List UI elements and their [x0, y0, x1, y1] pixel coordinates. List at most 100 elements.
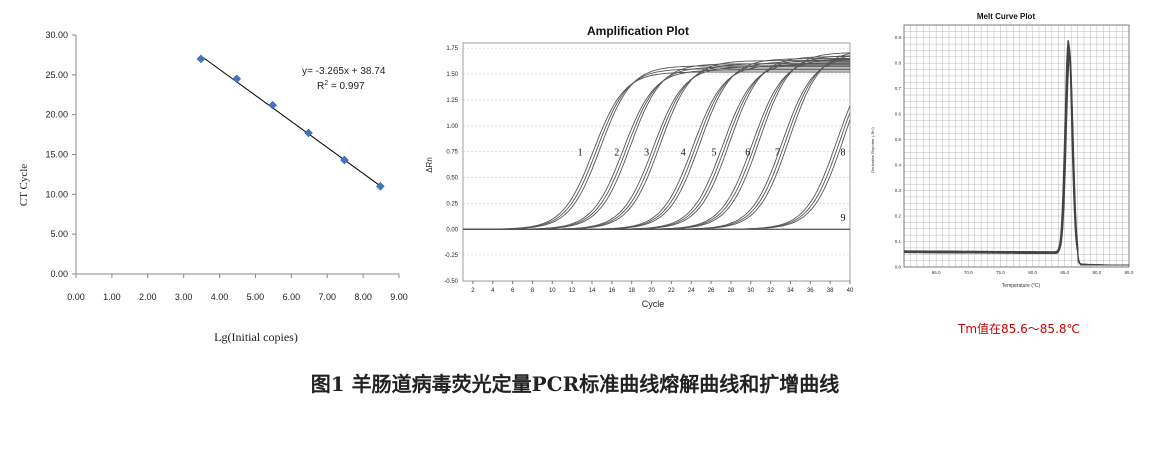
y-axis-label: ΔRn [425, 157, 434, 173]
curve-label: 8 [841, 148, 846, 159]
x-tick-label: 4 [491, 288, 495, 294]
data-point [268, 100, 278, 110]
y-tick-label: -0.25 [444, 253, 458, 259]
amplification-curve [463, 105, 851, 230]
amplification-curve [463, 52, 851, 230]
amplification-curve [463, 68, 850, 230]
x-axis-label: Temperature (°C) [1002, 283, 1041, 289]
x-axis-label: Lg(Initial copies) [214, 330, 298, 344]
tm-annotation: Tm值在85.6～85.8℃ [958, 322, 1080, 336]
y-tick-label: 1.75 [446, 46, 458, 52]
x-axis-label: Cycle [642, 299, 665, 309]
x-tick-label: 2.00 [139, 292, 157, 302]
data-point [304, 128, 313, 138]
y-axis-label: Derivative Reporter (-Rn') [870, 127, 875, 173]
plot-frame [462, 42, 851, 282]
y-tick-label: 1.25 [446, 98, 458, 104]
y-tick-label: 0.25 [446, 201, 458, 207]
melt-curve [904, 54, 1129, 266]
y-tick-label: 0.8 [895, 61, 902, 66]
x-tick-label: 10 [549, 288, 556, 294]
x-tick-label: 85.0 [1060, 270, 1069, 275]
amplification-curve [463, 66, 850, 230]
x-tick-label: 4.00 [211, 292, 229, 302]
y-tick-label: 15.00 [45, 150, 68, 160]
x-tick-label: 28 [728, 288, 735, 294]
x-tick-label: 65.0 [932, 270, 941, 275]
chart-title: Amplification Plot [587, 24, 689, 38]
y-tick-label: 0.0 [895, 265, 902, 270]
data-point [196, 54, 206, 64]
curve-label: 1 [578, 148, 583, 159]
y-tick-label: 0.4 [895, 163, 902, 168]
curve-label: 4 [681, 148, 686, 159]
y-tick-label: 0.00 [446, 227, 458, 233]
x-tick-label: 34 [787, 288, 794, 294]
x-tick-label: 8 [531, 288, 535, 294]
x-tick-label: 26 [708, 288, 715, 294]
x-tick-label: 6.00 [283, 292, 301, 302]
trendline [200, 55, 381, 187]
y-tick-label: 1.50 [446, 72, 458, 78]
x-tick-label: 80.0 [1028, 270, 1037, 275]
y-tick-label: 0.1 [895, 239, 902, 244]
x-tick-label: 2 [471, 288, 475, 294]
amplification-curve [463, 69, 850, 230]
x-tick-label: 95.0 [1125, 270, 1134, 275]
standard-curve-chart: 0.00 1.00 2.00 3.00 4.00 5.00 6.00 7.00 8.00 9.00… [18, 30, 408, 344]
y-tick-label: 0.9 [895, 35, 902, 40]
chart-title: Melt Curve Plot [977, 12, 1036, 21]
x-tick-label: 24 [688, 288, 695, 294]
y-tick-label: 0.7 [895, 86, 902, 91]
x-tick-label: 5.00 [247, 292, 265, 302]
y-tick-label: 10.00 [45, 189, 68, 199]
x-tick-label: 38 [827, 288, 834, 294]
data-point [375, 182, 385, 191]
y-tick-label: 0.2 [895, 214, 902, 219]
regression-equation: y= -3.265x + 38.74 [302, 66, 386, 77]
data-point [232, 74, 242, 84]
x-tick-label: 3.00 [175, 292, 193, 302]
amplification-curve [463, 119, 851, 230]
x-tick-label: 16 [609, 288, 616, 294]
x-tick-label: 9.00 [390, 292, 408, 302]
x-tick-label: 36 [807, 288, 814, 294]
y-tick-label: 0.3 [895, 188, 902, 193]
melt-curve [903, 46, 1129, 266]
melt-curve [903, 40, 1129, 266]
melt-curve [904, 44, 1129, 266]
y-tick-label: -0.50 [444, 279, 458, 285]
x-tick-label: 1.00 [103, 292, 121, 302]
y-tick-label: 0.75 [446, 150, 458, 156]
x-tick-label: 90.0 [1092, 270, 1101, 275]
x-tick-label: 18 [628, 288, 635, 294]
y-tick-label: 30.00 [45, 30, 68, 40]
y-tick-label: 0.00 [50, 269, 68, 279]
amplification-curve [463, 71, 850, 230]
curve-label: 6 [745, 148, 750, 159]
x-tick-label: 40 [847, 288, 854, 294]
melt-curve-chart: Melt Curve Plot 65.0 70.0 75.0 80.0 85.0 90.0… [870, 12, 1134, 289]
curve-label: 5 [712, 148, 717, 159]
data-point [340, 155, 349, 165]
y-tick-label: 20.00 [45, 110, 68, 120]
x-tick-label: 8.00 [354, 292, 372, 302]
y-tick-label: 0.50 [446, 176, 458, 182]
melt-curve [903, 50, 1129, 266]
y-tick-label: 0.5 [895, 137, 902, 142]
y-tick-label: 1.00 [446, 124, 458, 130]
r-squared-label: R2 = 0.997 [317, 80, 365, 92]
x-tick-label: 12 [569, 288, 576, 294]
amplification-plot-chart: Amplification Plot 2 4 6 8 10 12 14 16 18 20 22 24 2… [425, 24, 854, 309]
x-tick-label: 7.00 [318, 292, 336, 302]
figure-caption: 图1 羊肠道病毒荧光定量PCR标准曲线熔解曲线和扩增曲线 [310, 372, 840, 396]
x-tick-label: 32 [767, 288, 774, 294]
plot-frame [903, 24, 1130, 268]
curve-label: 7 [775, 148, 780, 159]
x-tick-label: 75.0 [996, 270, 1005, 275]
amplification-curve [463, 53, 851, 230]
y-tick-label: 5.00 [50, 229, 68, 239]
y-tick-label: 0.6 [895, 112, 902, 117]
amplification-curve [463, 58, 851, 230]
x-tick-label: 6 [511, 288, 515, 294]
